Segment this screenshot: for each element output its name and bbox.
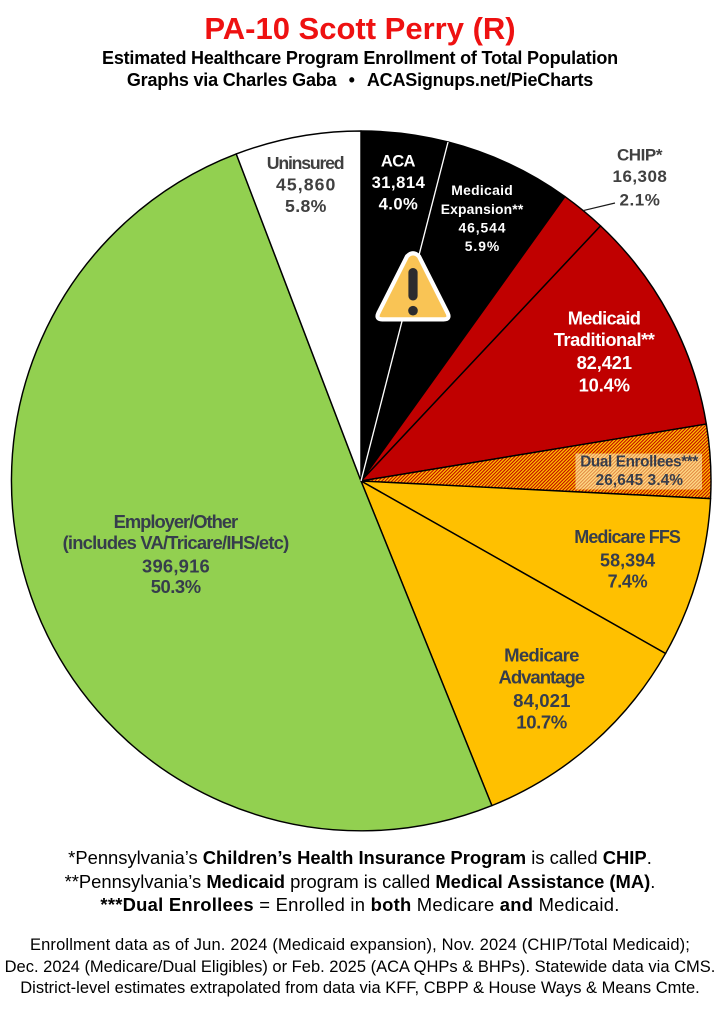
svg-text:10.7%: 10.7% (516, 711, 567, 732)
svg-text:82,421: 82,421 (577, 352, 632, 373)
svg-text:CHIP*: CHIP* (617, 145, 663, 164)
svg-text:Medicare FFS: Medicare FFS (574, 527, 681, 547)
svg-text:31,814: 31,814 (372, 173, 426, 192)
svg-text:ACA: ACA (381, 151, 416, 170)
svg-text:396,916: 396,916 (142, 556, 210, 577)
svg-text:2.1%: 2.1% (620, 191, 661, 210)
svg-text:Uninsured: Uninsured (267, 153, 344, 173)
svg-text:Employer/Other: Employer/Other (114, 511, 238, 532)
svg-text:5.9%: 5.9% (465, 238, 501, 254)
svg-text:84,021: 84,021 (513, 690, 570, 711)
svg-text:16,308: 16,308 (613, 167, 668, 186)
svg-text:Medicaid: Medicaid (451, 182, 513, 198)
svg-text:4.0%: 4.0% (379, 195, 419, 214)
svg-text:46,544: 46,544 (459, 219, 507, 235)
svg-text:Dual Enrollees***: Dual Enrollees*** (580, 454, 698, 471)
svg-text:45,860: 45,860 (276, 174, 336, 194)
svg-text:Medicaid: Medicaid (568, 307, 640, 328)
svg-text:58,394: 58,394 (600, 550, 655, 570)
svg-text:(includes VA/Tricare/IHS/etc): (includes VA/Tricare/IHS/etc) (63, 532, 290, 553)
svg-text:10.4%: 10.4% (579, 374, 630, 395)
svg-text:Medicare: Medicare (504, 645, 579, 666)
svg-text:50.3%: 50.3% (151, 576, 201, 597)
svg-text:Traditional**: Traditional** (554, 329, 656, 350)
svg-text:5.8%: 5.8% (285, 196, 327, 216)
svg-text:Advantage: Advantage (498, 667, 584, 688)
svg-text:7.4%: 7.4% (608, 571, 648, 591)
svg-text:26,645 3.4%: 26,645 3.4% (596, 472, 684, 489)
svg-text:Expansion**: Expansion** (441, 201, 524, 217)
